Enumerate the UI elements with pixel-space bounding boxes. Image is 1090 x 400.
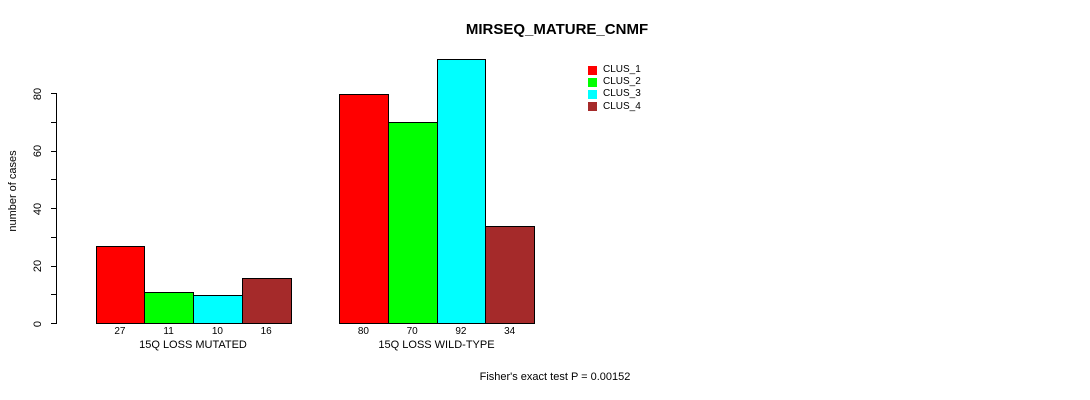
bar-CLUS_3-group2 [436, 59, 487, 324]
bar-value-label: 10 [211, 326, 223, 337]
y-axis-tick-label: 0 [32, 320, 44, 327]
y-axis-tick-label: 80 [32, 87, 44, 100]
y-axis-tick [51, 179, 56, 181]
y-axis-tick-label: 60 [32, 144, 44, 158]
y-axis-tick-label: 40 [32, 202, 44, 215]
legend-item-CLUS_1: CLUS_1 [588, 64, 641, 76]
y-axis-line [56, 93, 57, 324]
bar-value-label: 92 [455, 326, 467, 337]
legend-item-CLUS_3: CLUS_3 [588, 88, 641, 100]
y-axis-tick [51, 323, 56, 324]
y-axis-tick [51, 236, 56, 238]
bar-value-label: 34 [504, 326, 516, 337]
y-axis-tick [51, 150, 56, 152]
y-axis-tick [51, 93, 56, 94]
y-axis-label: number of cases [7, 150, 19, 232]
bar-value-label: 80 [357, 326, 369, 337]
bar-CLUS_2-group1 [144, 291, 194, 324]
chart-title: MIRSEQ_MATURE_CNMF [465, 21, 649, 38]
legend-label: CLUS_4 [603, 100, 641, 112]
legend-swatch-CLUS_4 [588, 102, 597, 112]
y-axis-tick [51, 265, 56, 267]
fisher-test-annotation: Fisher's exact test P = 0.00152 [479, 371, 631, 383]
category-label: 15Q LOSS MUTATED [139, 339, 247, 351]
category-label: 15Q LOSS WILD-TYPE [378, 339, 495, 351]
legend-label: CLUS_3 [603, 88, 641, 100]
bar-value-label: 27 [114, 326, 126, 337]
y-axis-tick [51, 294, 56, 296]
bar-CLUS_1-group1 [95, 245, 146, 324]
legend-swatch-CLUS_3 [588, 89, 597, 99]
bar-CLUS_4-group2 [485, 225, 535, 324]
bar-CLUS_2-group2 [387, 122, 438, 324]
bar-value-label: 11 [163, 326, 174, 337]
legend-swatch-CLUS_1 [588, 65, 597, 75]
y-axis-tick [51, 121, 56, 123]
y-axis-tick [51, 208, 56, 209]
legend-item-CLUS_2: CLUS_2 [588, 76, 641, 88]
legend-label: CLUS_1 [603, 64, 641, 76]
y-axis-tick-label: 20 [32, 259, 44, 273]
legend-item-CLUS_4: CLUS_4 [588, 101, 641, 113]
legend-label: CLUS_2 [603, 76, 641, 88]
bar-CLUS_1-group2 [339, 93, 389, 324]
bar-value-label: 70 [406, 326, 418, 337]
bar-CLUS_4-group1 [241, 277, 292, 324]
legend: CLUS_1 CLUS_2 CLUS_3 CLUS_4 [588, 64, 641, 113]
legend-swatch-CLUS_2 [588, 77, 597, 87]
bar-value-label: 16 [260, 326, 272, 337]
bar-CLUS_3-group1 [193, 294, 243, 324]
